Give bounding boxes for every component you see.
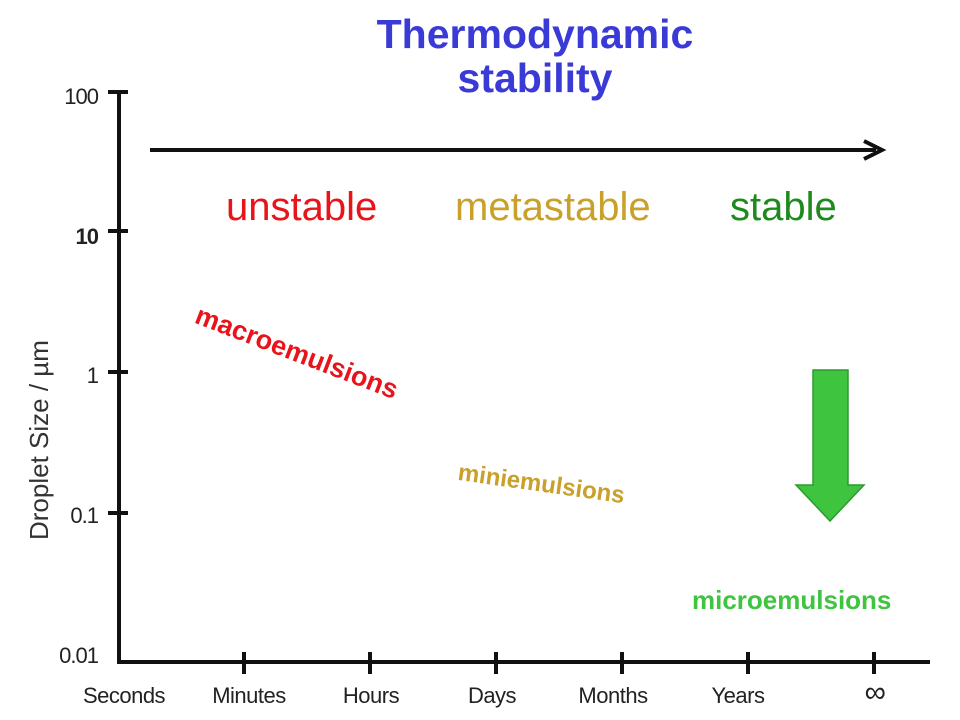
y-tick-label: 0.01 xyxy=(59,643,99,668)
stability-arrow xyxy=(150,139,887,161)
microemulsions-label: microemulsions xyxy=(692,585,892,615)
infinity-tick-label: ∞ xyxy=(864,676,886,709)
y-axis-label: Droplet Size / µm xyxy=(24,340,54,540)
unstable-label: unstable xyxy=(226,185,378,229)
metastable-label: metastable xyxy=(455,185,651,229)
x-tick-label: Hours xyxy=(342,683,400,708)
x-tick-label: Days xyxy=(467,683,517,708)
stable-label: stable xyxy=(730,185,837,229)
x-tick-label: Years xyxy=(711,683,765,708)
x-tick-label: Seconds xyxy=(82,683,166,708)
title-line-2: stability xyxy=(457,55,613,101)
down-arrow-icon xyxy=(794,369,866,523)
title-line-1: Thermodynamic xyxy=(376,11,694,57)
x-tick-label: Minutes xyxy=(212,683,286,708)
y-tick-label: 1 xyxy=(86,363,99,388)
y-tick-label: 10 xyxy=(75,224,99,249)
y-tick-label: 100 xyxy=(64,84,99,109)
page-title: Thermodynamic stability xyxy=(300,12,770,100)
x-tick-label: Months xyxy=(578,683,648,708)
y-tick-label: 0.1 xyxy=(70,503,99,528)
